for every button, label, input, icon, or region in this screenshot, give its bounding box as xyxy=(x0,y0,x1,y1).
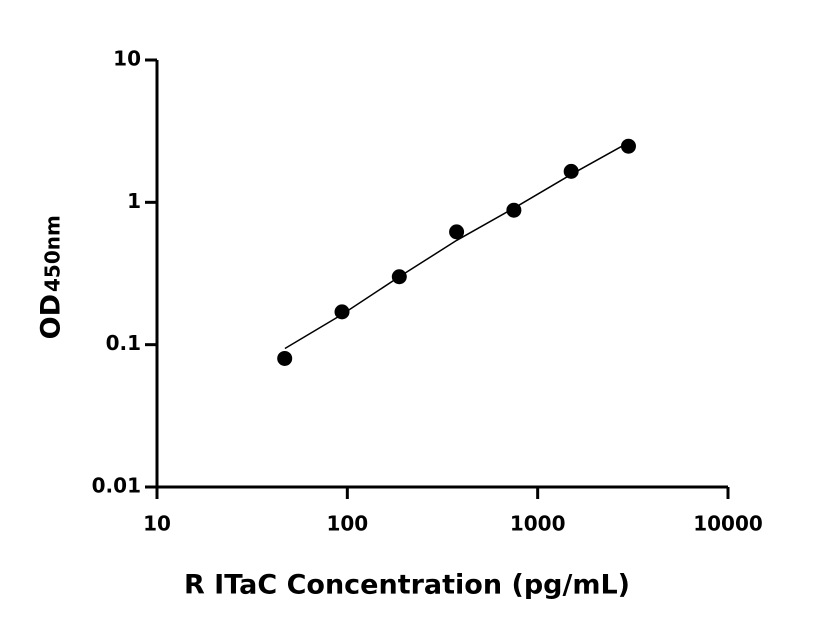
y-tick-label: 1 xyxy=(127,189,141,213)
x-axis-label: R ITaC Concentration (pg/mL) xyxy=(184,570,630,601)
fit-curve xyxy=(284,141,629,350)
y-axis-label-subscript: 450nm xyxy=(41,215,65,292)
y-axis-label: OD xyxy=(36,294,67,339)
data-point xyxy=(620,138,636,154)
x-tick-label: 10 xyxy=(143,512,171,536)
x-tick-label: 10000 xyxy=(693,512,763,536)
data-point xyxy=(277,350,293,366)
y-tick-label: 10 xyxy=(113,47,141,71)
x-tick-label: 100 xyxy=(326,512,368,536)
y-axis-label-group: OD 450nm xyxy=(36,215,67,339)
x-tick-label: 1000 xyxy=(510,512,566,536)
data-point xyxy=(563,163,579,179)
data-point xyxy=(449,224,465,240)
y-tick-label: 0.01 xyxy=(92,474,141,498)
data-point xyxy=(334,304,350,320)
y-tick-label: 0.1 xyxy=(106,331,141,355)
